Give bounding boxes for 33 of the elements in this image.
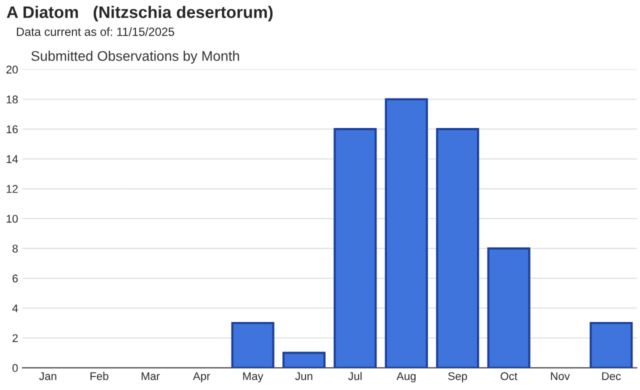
x-tick-label: Dec [602,372,621,380]
y-tick-label: 14 [6,155,18,163]
y-tick-label: 0 [12,364,18,372]
y-tick-label: 20 [6,66,18,74]
y-tick-label: 10 [6,214,18,223]
bar [282,352,326,368]
y-tick-label: 6 [12,274,18,282]
chart-subtitle: Data current as of: 11/15/2025 [16,27,174,36]
y-tick-label: 12 [6,185,18,193]
y-tick-label: 18 [6,96,18,104]
x-tick-label: Feb [90,372,108,380]
x-tick-label: Aug [396,372,416,382]
x-tick-label: Oct [500,372,518,380]
bar [231,322,274,368]
x-tick-label: Apr [192,372,210,382]
bar [487,247,530,368]
y-tick-label: 16 [6,125,18,134]
y-tick-label: 2 [12,334,18,342]
bar [436,128,480,368]
bar [384,98,428,368]
bar [590,322,633,368]
x-tick-label: Jan [39,372,56,380]
chart-title: A Diatom (Nitzschia desertorum) [6,6,273,22]
bar [334,128,377,368]
x-tick-label: Sep [448,372,468,382]
y-tick-label: 8 [12,244,18,253]
x-tick-label: Mar [142,372,160,380]
x-tick-label: Jul [348,372,362,380]
x-tick-label: Jun [295,372,312,380]
x-tick-label: May [243,372,264,382]
text: Submitted Observations by Month [31,50,240,64]
x-tick-label: Nov [551,372,570,380]
y-tick-label: 4 [12,304,18,312]
